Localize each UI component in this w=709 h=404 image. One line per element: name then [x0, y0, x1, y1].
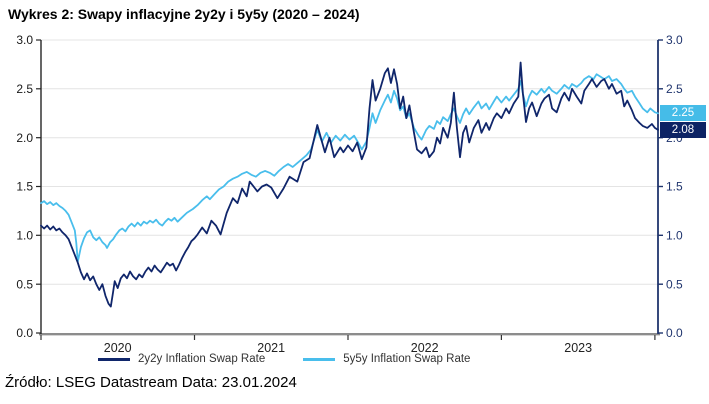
- right-tick-label: 1.5: [666, 180, 683, 194]
- right-tick-label: 0.0: [666, 326, 683, 340]
- source-note: Źródło: LSEG Datastream Data: 23.01.2024: [5, 374, 297, 391]
- left-tick-label: 1.0: [16, 229, 33, 243]
- x-tick-label: 2021: [257, 341, 285, 355]
- last-value-badge-2y2y: 2.08: [660, 122, 706, 138]
- right-tick-label: 1.0: [666, 229, 683, 243]
- x-tick-label: 2023: [564, 341, 592, 355]
- legend-item-5y5y: 5y5y Inflation Swap Rate: [303, 353, 470, 365]
- chart-legend: 2y2y Inflation Swap Rate 5y5y Inflation …: [98, 353, 470, 365]
- left-tick-label: 1.5: [16, 180, 33, 194]
- legend-label-2y2y: 2y2y Inflation Swap Rate: [138, 353, 266, 365]
- x-tick-label: 2022: [411, 341, 439, 355]
- left-tick-label: 2.5: [16, 82, 33, 96]
- right-tick-label: 2.5: [666, 82, 683, 96]
- series-line-5y5y: [40, 73, 659, 263]
- legend-swatch-5y5y-icon: [303, 357, 336, 361]
- left-tick-label: 3.0: [16, 33, 33, 47]
- series-line-2y2y: [40, 61, 659, 308]
- legend-swatch-2y2y-icon: [98, 357, 130, 361]
- chart-title: Wykres 2: Swapy inflacyjne 2y2y i 5y5y (…: [8, 6, 360, 22]
- legend-item-2y2y: 2y2y Inflation Swap Rate: [98, 353, 265, 365]
- x-tick-label: 2020: [104, 341, 132, 355]
- right-tick-label: 3.0: [666, 33, 683, 47]
- left-tick-label: 2.0: [16, 131, 33, 145]
- last-value-badge-5y5y: 2.25: [660, 105, 706, 121]
- left-tick-label: 0.0: [16, 326, 33, 340]
- right-tick-label: 0.5: [666, 277, 683, 291]
- left-tick-label: 0.5: [16, 277, 33, 291]
- legend-label-5y5y: 5y5y Inflation Swap Rate: [343, 353, 471, 365]
